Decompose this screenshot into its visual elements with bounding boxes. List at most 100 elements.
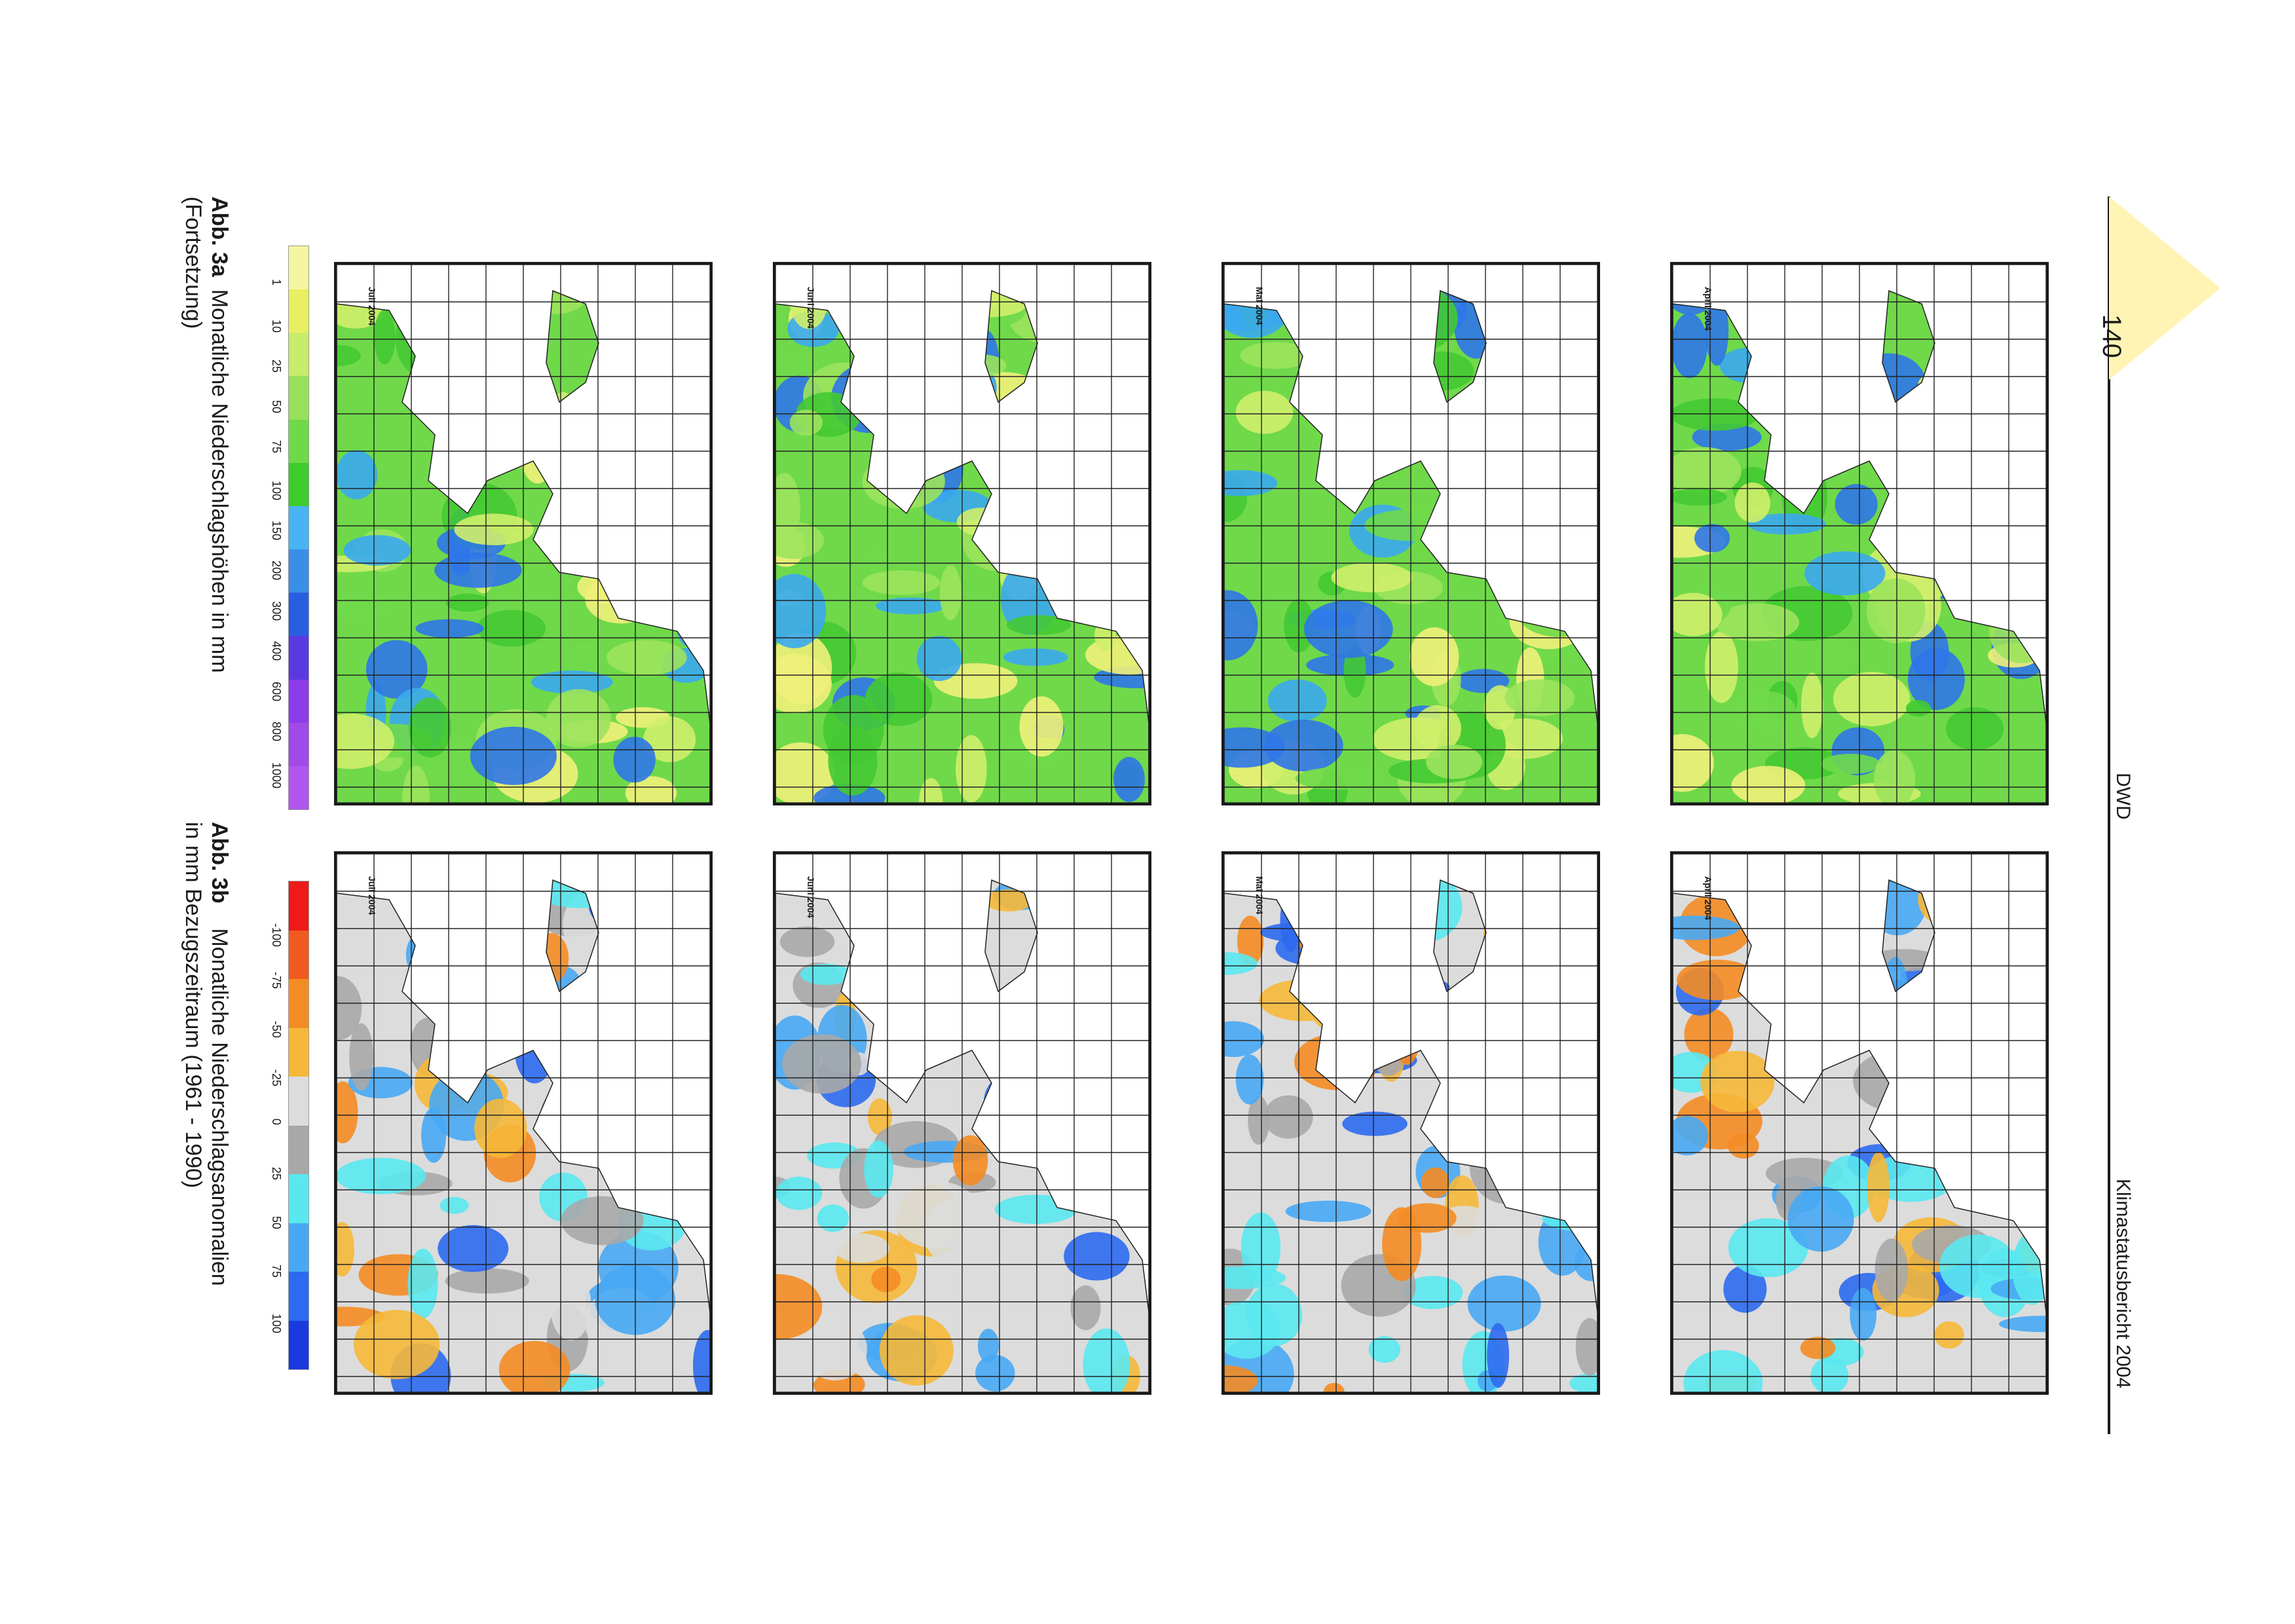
header-report-title: Klimastatusbericht 2004 — [2112, 1179, 2134, 1389]
panel-label: Juli 2004 — [367, 287, 377, 326]
legend-swatch — [289, 881, 308, 931]
caption-b-line2: in mm Bezugszeitraum (1961 - 1990) — [181, 822, 206, 1189]
legend-tick-label: 300 — [270, 600, 283, 621]
legend-swatch — [289, 419, 308, 463]
header-organization: DWD — [2112, 773, 2134, 820]
caption-b: Abb. 3b Monatliche Niederschlagsanomalie… — [180, 822, 233, 1286]
legend-swatch — [289, 1174, 308, 1223]
legend-tick-label: -100 — [270, 923, 283, 947]
legend-swatch — [289, 979, 308, 1028]
page-number: 140 — [2097, 314, 2126, 358]
legend-swatch — [289, 1077, 308, 1126]
legend-tick-label: -75 — [270, 972, 283, 989]
legend-tick-label: 150 — [270, 521, 283, 541]
map-panel-a-april: April 2004 — [1670, 262, 2049, 805]
coastline — [1882, 289, 1935, 403]
coastline — [337, 303, 710, 803]
legend-tick-label: 75 — [270, 1264, 283, 1278]
map-panel-a-juli: Juli 2004 — [334, 262, 713, 805]
legend-tick-label: 600 — [270, 681, 283, 701]
coastline — [1224, 303, 1597, 803]
legend-swatch — [289, 1272, 308, 1321]
map-grid — [1224, 854, 1597, 1392]
map-grid — [775, 265, 1149, 803]
legend-tick-label: -50 — [270, 1020, 283, 1038]
map-grid — [1224, 265, 1597, 803]
coastline — [984, 879, 1038, 993]
caption-a-text: Monatliche Niederschlagshöhen in mm — [207, 289, 232, 673]
legend-swatch — [289, 246, 308, 290]
coastline — [546, 879, 599, 993]
coastline — [775, 303, 1149, 803]
map-panel-b-mai: Mai 2004 — [1222, 851, 1600, 1395]
legend-swatch — [289, 593, 308, 637]
legend-swatch — [289, 506, 308, 550]
coastline — [1433, 879, 1487, 993]
legend-swatch — [289, 289, 308, 333]
legend-swatch — [289, 1027, 308, 1077]
coastline — [1882, 879, 1935, 993]
map-panel-b-juni: Juni 2004 — [773, 851, 1151, 1395]
panel-label: April 2004 — [1703, 287, 1713, 331]
map-grid — [337, 265, 710, 803]
legend-swatch — [289, 1320, 308, 1369]
legend-tick-label: 800 — [270, 722, 283, 742]
panel-label: Juli 2004 — [367, 876, 377, 915]
caption-b-text: Monatliche Niederschlagsanomalien — [207, 928, 232, 1286]
coastline — [1224, 893, 1597, 1392]
panel-label: Juni 2004 — [806, 876, 816, 918]
caption-a-label: Abb. 3a — [207, 196, 232, 277]
caption-a: Abb. 3a Monatliche Niederschlagshöhen in… — [180, 196, 233, 673]
legend-tick-label: 50 — [270, 399, 283, 413]
coastline — [1673, 893, 2046, 1392]
legend-tick-label: 25 — [270, 360, 283, 373]
caption-b-label: Abb. 3b — [207, 822, 232, 904]
legend-swatch — [289, 462, 308, 506]
legend-swatch — [289, 549, 308, 593]
legend-tick-label: 400 — [270, 641, 283, 661]
legend-swatch — [289, 636, 308, 680]
legend-tick-label: 50 — [270, 1215, 283, 1229]
panel-label: Mai 2004 — [1254, 876, 1265, 915]
map-grid — [1673, 854, 2046, 1392]
legend-tick-label: 25 — [270, 1167, 283, 1181]
header-divider — [2108, 196, 2110, 1434]
panel-label: Juni 2004 — [806, 287, 816, 329]
legend-swatch — [289, 766, 308, 810]
coastline — [775, 893, 1149, 1392]
coastline — [984, 289, 1038, 403]
legend-tick-label: 1 — [270, 279, 283, 286]
caption-a-cont: (Fortsetzung) — [181, 196, 206, 329]
legend-b-colorbar — [288, 881, 309, 1370]
legend-swatch — [289, 1125, 308, 1174]
panel-label: April 2004 — [1703, 876, 1713, 920]
legend-a-colorbar — [288, 246, 309, 810]
map-panel-b-april: April 2004 — [1670, 851, 2049, 1395]
coastline — [337, 893, 710, 1392]
map-grid — [775, 854, 1149, 1392]
legend-tick-label: 10 — [270, 319, 283, 333]
legend-tick-label: 75 — [270, 440, 283, 454]
page-number-tab — [2109, 196, 2220, 380]
coastline — [1433, 289, 1487, 403]
panel-label: Mai 2004 — [1254, 287, 1265, 325]
legend-swatch — [289, 376, 308, 420]
legend-swatch — [289, 722, 308, 766]
map-grid — [1673, 265, 2046, 803]
legend-swatch — [289, 1223, 308, 1272]
legend-tick-label: -25 — [270, 1069, 283, 1087]
legend-tick-label: 1000 — [270, 762, 283, 788]
legend-tick-label: 100 — [270, 480, 283, 500]
map-panel-a-mai: Mai 2004 — [1222, 262, 1600, 805]
map-panel-a-juni: Juni 2004 — [773, 262, 1151, 805]
legend-swatch — [289, 679, 308, 723]
map-panel-b-juli: Juli 2004 — [334, 851, 713, 1395]
legend-swatch — [289, 333, 308, 377]
legend-tick-label: 100 — [270, 1313, 283, 1333]
coastline — [546, 289, 599, 403]
legend-tick-label: 0 — [270, 1118, 283, 1125]
legend-swatch — [289, 930, 308, 979]
coastline — [1673, 303, 2046, 803]
map-grid — [337, 854, 710, 1392]
legend-tick-label: 200 — [270, 561, 283, 581]
